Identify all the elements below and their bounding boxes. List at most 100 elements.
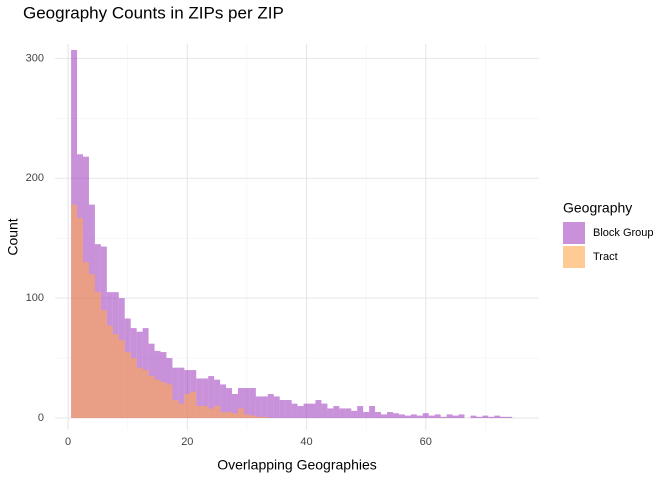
histogram-bar [482, 415, 489, 419]
histogram-bar [237, 388, 244, 419]
histogram-bar [422, 413, 429, 419]
histogram-bar [178, 403, 185, 419]
histogram-bar [291, 403, 298, 419]
histogram-bar [196, 378, 203, 419]
histogram-bar [279, 400, 286, 419]
histogram-bar [196, 406, 203, 419]
histogram-bar [392, 413, 399, 419]
histogram-bar [214, 406, 221, 419]
histogram-bar [398, 414, 405, 419]
histogram-bar [357, 406, 364, 419]
x-tick-label: 0 [65, 436, 71, 448]
histogram-bar [148, 376, 155, 419]
histogram-bar [410, 414, 417, 419]
chart-title: Geography Counts in ZIPs per ZIP [23, 3, 284, 22]
histogram-bar [440, 416, 447, 419]
histogram-bar [184, 394, 191, 419]
x-tick-label: 40 [300, 436, 312, 448]
histogram-bar [142, 370, 149, 419]
histogram-bar [178, 367, 185, 419]
histogram-bar [452, 415, 459, 419]
legend-key [563, 222, 585, 244]
histogram-bar [506, 416, 513, 419]
x-tick-label: 60 [420, 436, 432, 448]
y-tick-label: 200 [26, 172, 44, 184]
histogram-bar [333, 406, 340, 419]
histogram-bar [273, 396, 280, 419]
legend-label: Tract [593, 251, 618, 263]
histogram-bar [363, 412, 370, 419]
histogram-bar [106, 325, 113, 419]
histogram-bar [154, 379, 161, 419]
histogram-bar [387, 412, 393, 419]
histogram-bar [446, 414, 453, 419]
histogram-bar [226, 412, 233, 419]
histogram-bar [232, 394, 238, 419]
histogram-bar [309, 403, 316, 419]
histogram-bar [237, 408, 244, 419]
histogram-bar [476, 416, 483, 419]
y-tick-label: 100 [26, 292, 44, 304]
x-axis-label: Overlapping Geographies [217, 457, 377, 473]
histogram-bar [243, 388, 250, 419]
histogram-bar [339, 408, 346, 419]
histogram-bar [136, 367, 143, 419]
histogram-bar [351, 410, 358, 419]
histogram-bar [249, 388, 256, 419]
histogram-bar [160, 382, 167, 419]
x-tick-label: 20 [181, 436, 193, 448]
histogram-bar [208, 376, 215, 419]
histogram-bar [255, 416, 262, 419]
histogram-bar [100, 310, 107, 419]
histogram-bar [404, 415, 411, 419]
histogram-bar [214, 379, 221, 419]
histogram-bar [327, 408, 334, 419]
histogram-bar [172, 367, 179, 419]
y-axis-label: Count [5, 218, 21, 255]
y-tick-label: 0 [38, 412, 44, 424]
histogram-bar [381, 414, 388, 419]
histogram-bar [375, 412, 382, 419]
legend-label: Block Group [593, 227, 654, 239]
histogram-bar [500, 416, 507, 419]
histogram-bar [118, 340, 125, 419]
histogram-bar [255, 396, 262, 419]
histogram-bar [416, 415, 423, 419]
histogram-bar [243, 414, 250, 419]
histogram-bar [232, 413, 238, 419]
histogram-bar [470, 415, 477, 419]
histogram-bar [190, 391, 197, 419]
histogram-bar [345, 408, 352, 419]
histogram-bar [220, 412, 227, 419]
histogram-bar [249, 415, 256, 419]
histogram-bar [458, 414, 465, 419]
y-tick-label: 300 [26, 52, 44, 64]
histogram-bar [220, 384, 227, 419]
histogram-bar [321, 403, 328, 419]
histogram-bar [202, 378, 209, 419]
histogram-bar [88, 274, 95, 419]
histogram-bar [297, 406, 304, 419]
histogram-bar [303, 403, 310, 419]
histogram-bar [172, 400, 179, 419]
histogram-bar [285, 400, 292, 419]
histogram-bar [261, 416, 268, 419]
legend-key [563, 246, 585, 268]
histogram-bar [488, 416, 495, 419]
histogram-bar [369, 406, 376, 419]
histogram-bar [315, 400, 322, 419]
histogram-bar [94, 292, 101, 419]
histogram-bar [428, 415, 435, 419]
histogram-bar [130, 358, 137, 419]
histogram-bar [267, 394, 274, 419]
histogram-bar [83, 262, 89, 419]
histogram-bar [226, 388, 233, 419]
histogram-bar [166, 384, 173, 419]
histogram-bar [124, 352, 131, 419]
histogram-bar [494, 415, 501, 419]
histogram-bar [434, 414, 441, 419]
histogram-bar [112, 334, 119, 419]
histogram-bar [261, 396, 268, 419]
histogram-bar [71, 204, 78, 419]
